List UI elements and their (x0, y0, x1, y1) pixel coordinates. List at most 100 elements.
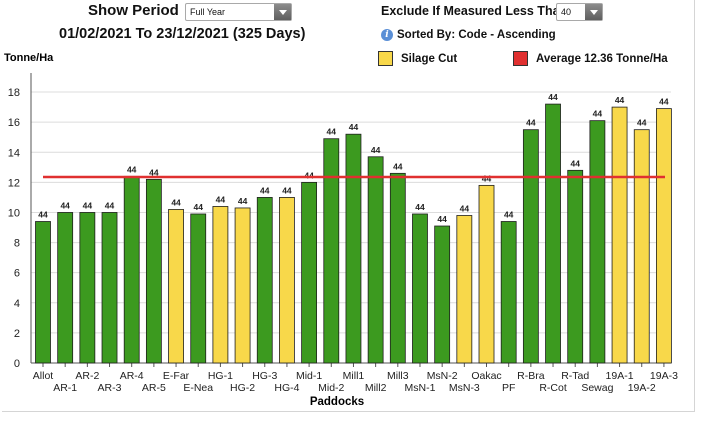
x-tick-label: HG-1 (208, 370, 233, 382)
y-tick-label: 4 (14, 298, 20, 310)
data-label: 44 (193, 202, 203, 212)
data-label: 44 (238, 196, 248, 206)
bar-R-Tad (567, 169, 584, 364)
x-tick-label: Mill2 (365, 382, 387, 394)
x-tick-label: AR-1 (53, 382, 77, 394)
x-tick-label: MsN-1 (405, 382, 436, 394)
bar-Mill3 (389, 172, 406, 364)
exclude-value: 40 (561, 7, 572, 17)
data-label: 44 (593, 109, 603, 119)
x-tick-label: E-Far (163, 370, 190, 382)
data-label: 44 (637, 118, 647, 128)
bar-MsN-1 (412, 213, 428, 364)
x-axis-label: Paddocks (310, 396, 364, 408)
data-label: 44 (105, 200, 115, 210)
bar-AR-1 (57, 212, 74, 364)
bar-AR-4 (123, 175, 140, 364)
data-label: 44 (437, 214, 447, 224)
bar-HG-1 (212, 206, 229, 364)
sort-info: i Sorted By: Code - Ascending (381, 29, 556, 41)
data-label: 44 (60, 200, 70, 210)
data-label: 44 (216, 194, 226, 204)
chevron-down-icon[interactable] (585, 4, 602, 20)
data-label: 44 (393, 161, 403, 171)
sort-info-text: Sorted By: Code - Ascending (397, 29, 556, 41)
data-label: 44 (482, 173, 492, 183)
bar-Allot (35, 221, 51, 364)
legend-silage: Silage Cut (378, 51, 457, 66)
x-tick-label: MsN-3 (449, 382, 480, 394)
x-tick-label: R-Bra (517, 370, 545, 382)
x-tick-label: 19A-3 (650, 370, 678, 382)
bar-MsN-3 (456, 215, 473, 364)
x-tick-label: 19A-1 (606, 370, 634, 382)
data-label: 44 (548, 92, 558, 102)
x-tick-label: Oakac (471, 370, 501, 382)
data-label: 44 (327, 127, 337, 137)
show-period-select[interactable]: Full Year (185, 3, 292, 21)
y-tick-label: 8 (14, 238, 20, 250)
x-tick-label: Mid-2 (318, 382, 344, 394)
chart-frame (2, 0, 695, 412)
x-tick-label: AR-4 (120, 370, 144, 382)
bar-Mid-1 (301, 181, 318, 364)
y-tick-label: 12 (8, 177, 20, 189)
x-tick-label: AR-2 (75, 370, 99, 382)
x-tick-label: E-Nea (183, 382, 213, 394)
exclude-label: Exclude If Measured Less Than (381, 4, 568, 18)
show-period-value: Full Year (190, 7, 226, 17)
bar-19A-2 (633, 129, 650, 364)
x-tick-label: 19A-2 (628, 382, 656, 394)
x-tick-label: HG-4 (274, 382, 299, 394)
y-tick-label: 10 (8, 207, 20, 219)
bar-R-Cot (545, 103, 561, 364)
data-label: 44 (260, 185, 270, 195)
bar-HG-2 (234, 207, 251, 364)
data-label: 44 (460, 203, 470, 213)
data-label: 44 (171, 197, 181, 207)
date-range: 01/02/2021 To 23/12/2021 (325 Days) (59, 26, 306, 42)
show-period-label: Show Period (88, 2, 179, 19)
bar-E-Nea (190, 213, 207, 364)
x-tick-label: PF (502, 382, 515, 394)
data-label: 44 (349, 122, 359, 132)
bar-MsN-2 (434, 225, 451, 364)
exclude-select[interactable]: 40 (556, 3, 603, 21)
bar-Oakac (478, 184, 495, 364)
y-tick-label: 2 (14, 328, 20, 340)
bar-Mid-2 (323, 138, 340, 364)
data-label: 44 (149, 167, 159, 177)
y-axis-label: Tonne/Ha (4, 52, 54, 64)
bar-Sewag (589, 120, 606, 364)
data-label: 44 (570, 158, 580, 168)
y-tick-label: 18 (8, 87, 20, 99)
legend-average-label: Average 12.36 Tonne/Ha (536, 52, 668, 65)
x-tick-label: Sewag (581, 382, 613, 394)
bar-19A-3 (656, 108, 672, 364)
legend-average-swatch (513, 51, 528, 66)
data-label: 44 (282, 185, 292, 195)
x-tick-label: R-Cot (539, 382, 567, 394)
chevron-down-icon[interactable] (274, 4, 291, 20)
bar-AR-3 (101, 212, 118, 364)
data-label: 44 (615, 95, 625, 105)
x-tick-label: R-Tad (561, 370, 589, 382)
bar-Mill1 (345, 133, 362, 364)
bar-AR-5 (145, 178, 162, 364)
info-icon: i (381, 29, 393, 41)
y-tick-label: 16 (8, 117, 20, 129)
data-label: 44 (83, 200, 93, 210)
x-tick-label: HG-3 (252, 370, 277, 382)
data-label: 44 (304, 170, 314, 180)
bar-Mill2 (367, 156, 384, 364)
data-label: 44 (659, 97, 669, 107)
bar-HG-4 (279, 197, 295, 364)
legend-silage-swatch (378, 51, 393, 66)
x-tick-label: Mid-1 (296, 370, 322, 382)
y-tick-label: 0 (14, 358, 20, 370)
data-label: 44 (415, 202, 425, 212)
bar-AR-2 (79, 212, 96, 364)
x-tick-label: HG-2 (230, 382, 255, 394)
bar-HG-3 (256, 197, 273, 364)
